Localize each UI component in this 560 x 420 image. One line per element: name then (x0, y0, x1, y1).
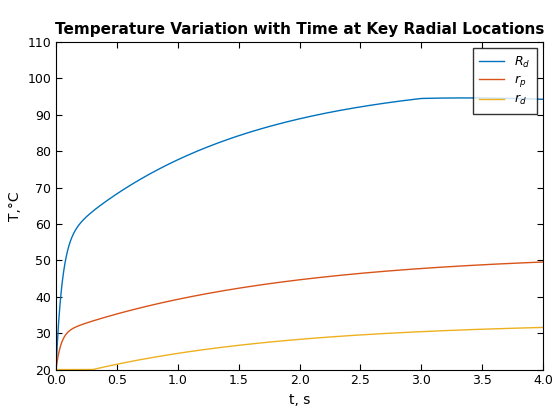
Y-axis label: T,°C: T,°C (8, 191, 22, 220)
Title: Temperature Variation with Time at Key Radial Locations: Temperature Variation with Time at Key R… (55, 22, 544, 37)
X-axis label: t, s: t, s (289, 393, 310, 407)
Legend: $R_d$, $r_p$, $r_d$: $R_d$, $r_p$, $r_d$ (473, 48, 537, 113)
